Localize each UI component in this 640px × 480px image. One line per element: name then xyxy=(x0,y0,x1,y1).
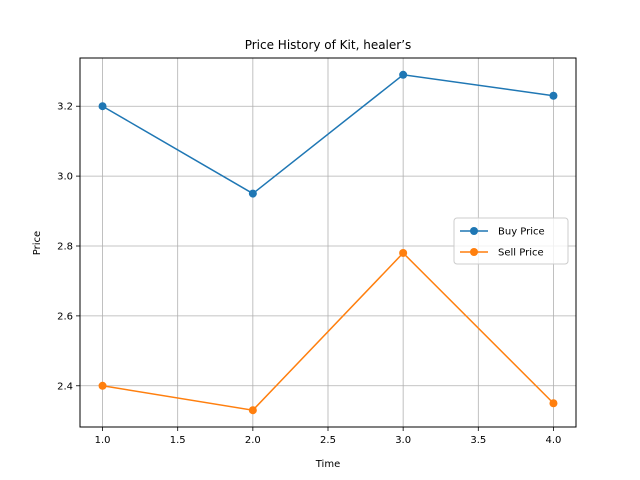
x-tick-label: 2.5 xyxy=(320,435,336,446)
axis-ticks: 1.0 1.5 2.0 2.5 3.0 3.5 4.0 2.4 2.6 2.8 3.0 3.2 xyxy=(57,102,561,446)
legend-buy-price-marker xyxy=(470,227,478,235)
buy-price-point xyxy=(98,102,107,111)
y-axis-label: Price xyxy=(32,231,43,255)
x-tick-label: 2.0 xyxy=(245,435,261,446)
x-tick-label: 1.5 xyxy=(170,435,186,446)
y-tick-label: 2.4 xyxy=(57,381,73,392)
legend-sell-price-marker xyxy=(470,248,478,256)
plot-frame xyxy=(79,57,577,428)
buy-price-point xyxy=(248,189,257,198)
sell-price-point xyxy=(399,248,408,257)
y-tick-label: 3.0 xyxy=(57,172,73,183)
series-layer xyxy=(98,70,558,415)
x-axis-label: Time xyxy=(315,459,340,470)
legend: Buy Price Sell Price xyxy=(453,217,569,265)
buy-price-point xyxy=(549,91,558,100)
y-tick-label: 2.8 xyxy=(57,241,73,252)
sell-price-point xyxy=(549,399,558,408)
legend-buy-price-label: Buy Price xyxy=(498,227,545,238)
x-tick-label: 3.5 xyxy=(470,435,486,446)
buy-price-line xyxy=(102,73,554,195)
y-tick-label: 2.6 xyxy=(57,311,73,322)
x-tick-label: 4.0 xyxy=(546,435,562,446)
sell-price-point xyxy=(98,381,107,390)
buy-price-point xyxy=(399,70,408,79)
x-tick-label: 1.0 xyxy=(95,435,111,446)
sell-price-point xyxy=(248,406,257,415)
x-tick-label: 3.0 xyxy=(395,435,411,446)
y-tick-label: 3.2 xyxy=(57,102,73,113)
sell-price-line xyxy=(102,251,554,412)
legend-sell-price-label: Sell Price xyxy=(498,248,544,259)
chart-title: Price History of Kit, healer’s xyxy=(245,38,412,52)
